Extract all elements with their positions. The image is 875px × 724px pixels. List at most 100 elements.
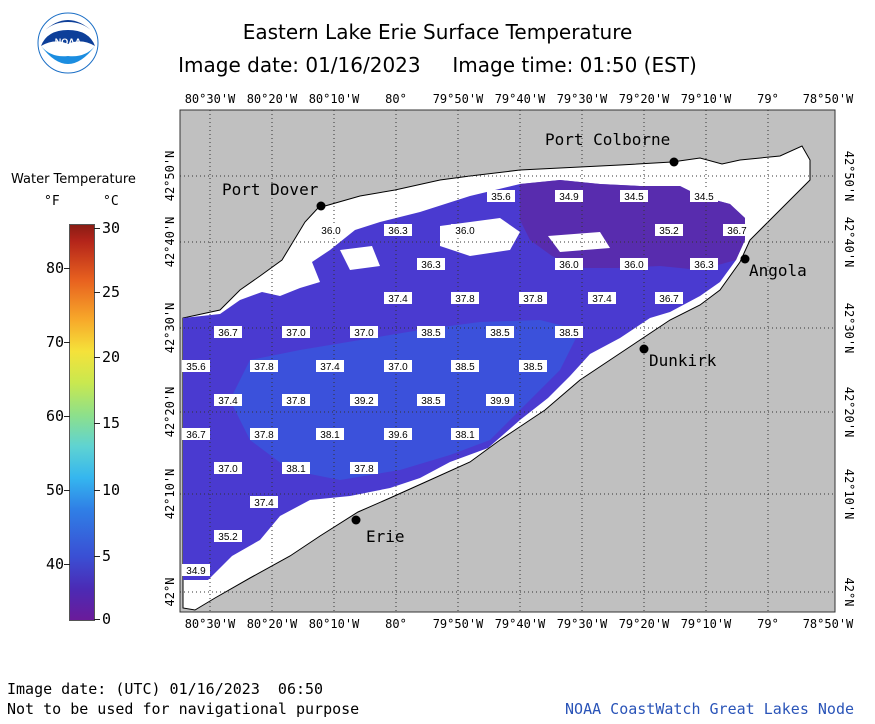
legend-tick-c: 20: [102, 348, 121, 366]
lon-label: 78°50'W: [803, 617, 854, 631]
temperature-label: 37.4: [592, 294, 612, 305]
lon-label: 78°50'W: [803, 92, 854, 106]
temperature-label: 37.8: [354, 464, 374, 475]
lon-label: 79°20'W: [619, 617, 670, 631]
temperature-label: 34.5: [624, 192, 644, 203]
temperature-label: 38.1: [320, 430, 340, 441]
temperature-label: 36.0: [624, 260, 644, 271]
lon-label: 79°10'W: [681, 92, 732, 106]
temperature-label: 38.5: [559, 328, 579, 339]
temperature-label: 37.8: [455, 294, 475, 305]
temperature-label: 39.2: [354, 396, 374, 407]
temperature-label: 36.3: [694, 260, 714, 271]
temperature-label: 36.0: [321, 226, 341, 237]
city-label: Port Dover: [222, 180, 319, 199]
latitude-labels: 42°50'N 42°50'N 42°40'N 42°40'N 42°30'N 42°30…: [163, 151, 856, 607]
lat-label: 42°N: [842, 578, 856, 607]
temperature-label: 36.7: [218, 328, 238, 339]
city-marker-icon: [740, 254, 750, 264]
legend-tick-f: 40: [45, 555, 64, 573]
legend-unit-c: °C: [103, 194, 119, 209]
lon-label: 79°40'W: [495, 92, 546, 106]
temperature-label: 38.5: [455, 362, 475, 373]
lon-label: 79°50'W: [433, 92, 484, 106]
temperature-label: 35.6: [491, 192, 511, 203]
lat-label: 42°20'N: [163, 387, 177, 438]
legend-tick-f: 70: [45, 333, 64, 351]
lat-label: 42°50'N: [842, 151, 856, 202]
lat-label: 42°50'N: [163, 151, 177, 202]
temperature-label: 37.8: [254, 430, 274, 441]
temperature-label: 34.9: [186, 566, 206, 577]
city-label: Port Colborne: [545, 130, 670, 149]
city-label: Dunkirk: [649, 351, 717, 370]
temperature-label: 36.0: [559, 260, 579, 271]
temperature-label: 37.4: [218, 396, 238, 407]
lon-label: 80°20'W: [247, 92, 298, 106]
legend-tick-c: 0: [102, 610, 112, 628]
legend-tick-c: 15: [102, 414, 121, 432]
temperature-label: 36.0: [455, 226, 475, 237]
lon-label: 79°: [757, 92, 779, 106]
lon-label: 80°30'W: [185, 617, 236, 631]
temperature-label: 34.9: [559, 192, 579, 203]
temperature-label: 37.4: [320, 362, 340, 373]
temperature-label: 38.5: [523, 362, 543, 373]
legend-tick-c: 10: [102, 481, 121, 499]
city-marker-icon: [639, 344, 649, 354]
page-subtitle: Image date: 01/16/2023 Image time: 01:50…: [178, 53, 697, 77]
temperature-label: 37.4: [254, 498, 274, 509]
city-marker-icon: [351, 515, 361, 525]
footer-disclaimer: Not to be used for navigational purpose: [7, 700, 360, 718]
lon-label: 80°10'W: [309, 92, 360, 106]
temperature-label: 37.0: [388, 362, 408, 373]
lon-label: 79°20'W: [619, 92, 670, 106]
longitude-labels: 80°30'W 80°30'W 80°20'W 80°20'W 80°10'W 80°10…: [185, 92, 854, 631]
temperature-label: 36.7: [659, 294, 679, 305]
legend-tick-f: 60: [45, 407, 64, 425]
lon-label: 80°: [385, 617, 407, 631]
legend-tick-f: 80: [45, 259, 64, 277]
temperature-label: 35.2: [659, 226, 679, 237]
lon-label: 79°50'W: [433, 617, 484, 631]
temperature-label: 36.3: [421, 260, 441, 271]
noaa-logo-text: NOAA: [55, 37, 82, 47]
lat-label: 42°30'N: [163, 303, 177, 354]
temperature-label: 37.4: [388, 294, 408, 305]
legend-tick-c: 25: [102, 283, 121, 301]
legend-tick-c: 30: [102, 219, 121, 237]
temperature-label: 38.5: [490, 328, 510, 339]
temperature-label: 37.0: [286, 328, 306, 339]
lon-label: 79°: [757, 617, 779, 631]
temperature-label: 38.1: [286, 464, 306, 475]
city-marker-icon: [316, 201, 326, 211]
temperature-label: 39.6: [388, 430, 408, 441]
legend-tick-f: 50: [45, 481, 64, 499]
lat-label: 42°30'N: [842, 303, 856, 354]
lat-label: 42°40'N: [163, 217, 177, 268]
temperature-label: 37.0: [354, 328, 374, 339]
temperature-label: 37.8: [254, 362, 274, 373]
page-title: Eastern Lake Erie Surface Temperature: [242, 20, 633, 44]
lon-label: 79°30'W: [557, 617, 608, 631]
legend-title: Water Temperature: [11, 172, 136, 187]
temperature-labels: 35.6 34.9 34.5 34.5 36.0 36.3 36.0 35.2 36.7 36.3…: [182, 190, 751, 577]
lon-label: 80°10'W: [309, 617, 360, 631]
temperature-label: 38.1: [455, 430, 475, 441]
temperature-label: 36.3: [388, 226, 408, 237]
temperature-label: 38.5: [421, 396, 441, 407]
lon-label: 79°30'W: [557, 92, 608, 106]
city-marker-icon: [669, 157, 679, 167]
temperature-label: 37.0: [218, 464, 238, 475]
colorbar: [69, 224, 95, 621]
lon-label: 79°10'W: [681, 617, 732, 631]
lat-label: 42°40'N: [842, 217, 856, 268]
temperature-label: 38.5: [421, 328, 441, 339]
temperature-label: 34.5: [694, 192, 714, 203]
legend-unit-f: °F: [44, 194, 60, 209]
lat-label: 42°20'N: [842, 387, 856, 438]
city-label: Erie: [366, 527, 405, 546]
noaa-logo-icon: NOAA: [37, 12, 99, 74]
city-label: Angola: [749, 261, 807, 280]
